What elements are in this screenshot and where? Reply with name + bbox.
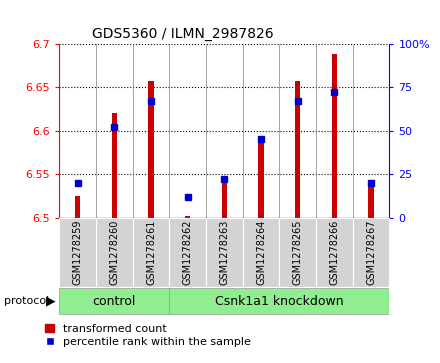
Bar: [258, 137, 264, 218]
Bar: [59, 218, 96, 287]
Bar: [169, 288, 389, 314]
Bar: [206, 218, 243, 287]
Bar: [133, 218, 169, 287]
Text: GSM1278265: GSM1278265: [293, 220, 303, 285]
Text: GSM1278263: GSM1278263: [220, 220, 229, 285]
Bar: [368, 187, 374, 218]
Bar: [316, 218, 353, 287]
Text: GSM1278259: GSM1278259: [73, 220, 83, 285]
Bar: [59, 288, 169, 314]
Bar: [279, 218, 316, 287]
Text: GSM1278266: GSM1278266: [330, 220, 339, 285]
Bar: [295, 81, 301, 218]
Text: GDS5360 / ILMN_2987826: GDS5360 / ILMN_2987826: [92, 27, 274, 41]
Text: protocol: protocol: [4, 296, 50, 306]
Text: control: control: [93, 295, 136, 308]
Text: GSM1278262: GSM1278262: [183, 220, 193, 285]
Text: ▶: ▶: [46, 295, 56, 308]
Text: Csnk1a1 knockdown: Csnk1a1 knockdown: [215, 295, 344, 308]
Bar: [169, 218, 206, 287]
Bar: [96, 218, 133, 287]
Text: GSM1278264: GSM1278264: [256, 220, 266, 285]
Bar: [112, 113, 117, 218]
Bar: [353, 218, 389, 287]
Bar: [222, 180, 227, 218]
Bar: [332, 54, 337, 218]
Bar: [243, 218, 279, 287]
Bar: [185, 216, 191, 218]
Text: GSM1278261: GSM1278261: [146, 220, 156, 285]
Text: GSM1278260: GSM1278260: [110, 220, 119, 285]
Legend: transformed count, percentile rank within the sample: transformed count, percentile rank withi…: [43, 321, 253, 349]
Bar: [148, 81, 154, 218]
Bar: [75, 196, 81, 218]
Text: GSM1278267: GSM1278267: [366, 220, 376, 285]
